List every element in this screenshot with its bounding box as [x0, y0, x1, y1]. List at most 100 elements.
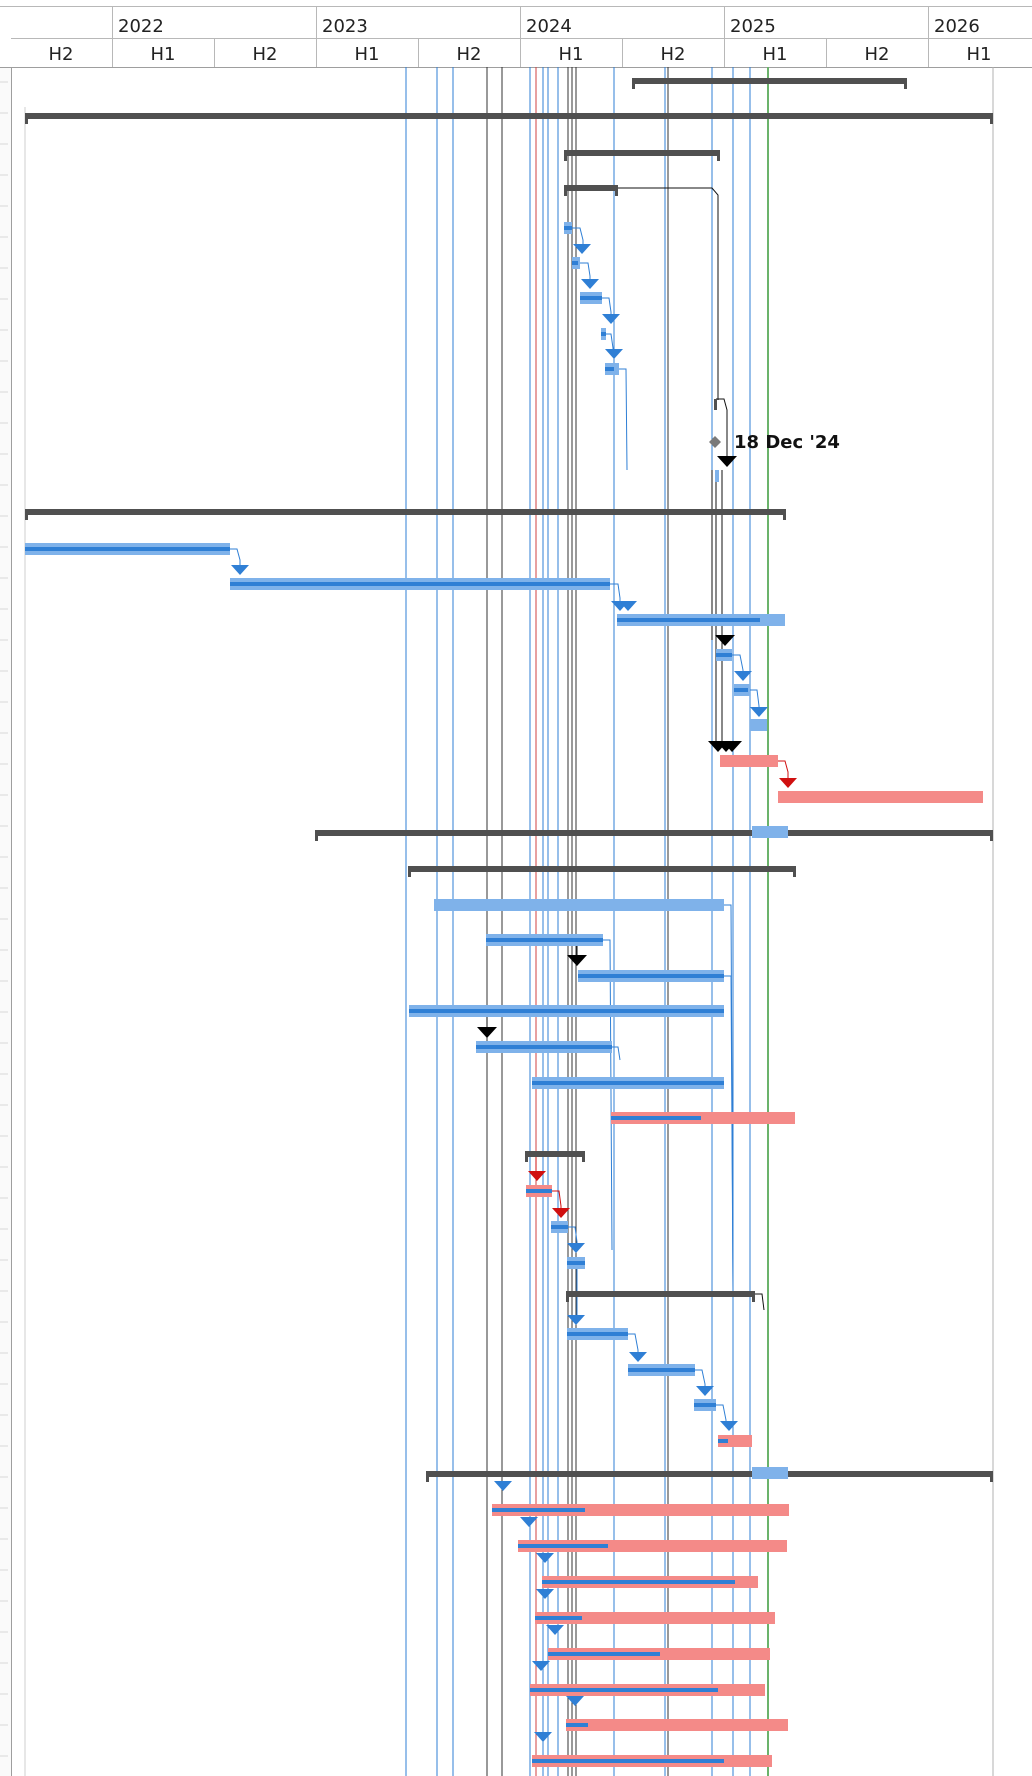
summary-bar[interactable] [408, 866, 796, 872]
task-progress-bar [518, 1544, 608, 1548]
task-progress-bar [628, 1368, 695, 1372]
triangle-arrow-icon [619, 601, 637, 611]
triangle-arrow-icon [528, 1171, 546, 1181]
critical-task-bar[interactable] [492, 1504, 789, 1516]
task-progress-bar [535, 1616, 582, 1620]
summary-bar-cap [714, 399, 717, 410]
task-progress-bar [476, 1045, 612, 1049]
summary-bar[interactable] [525, 1151, 585, 1157]
task-progress-bar [230, 582, 610, 586]
triangle-arrow-icon [552, 1208, 570, 1218]
summary-bar[interactable] [315, 830, 993, 836]
link-line [724, 975, 734, 1291]
link-line [612, 1046, 621, 1061]
task-bar[interactable] [434, 899, 724, 911]
summary-bar[interactable] [566, 1291, 755, 1297]
link-line [778, 760, 789, 781]
half-year-label: H2 [252, 44, 278, 65]
bar-labels: 18 Dec '24 [709, 432, 840, 453]
task-progress-bar [486, 938, 603, 942]
triangle-arrow-icon [750, 707, 768, 717]
triangle-arrow-icon [602, 314, 620, 324]
half-year-label: H2 [456, 44, 482, 65]
link-line [619, 368, 628, 471]
critical-task-bar[interactable] [778, 791, 983, 803]
link-line [618, 187, 719, 400]
summary-progress-segment [752, 1467, 788, 1479]
task-progress-bar [572, 261, 578, 265]
critical-task-bar[interactable] [718, 1435, 752, 1447]
triangle-arrow-icon [567, 1243, 585, 1253]
gantt-chart-area[interactable]: 18 Dec '24 [0, 67, 1032, 1776]
task-progress-bar [548, 1652, 660, 1656]
year-label: 2023 [322, 16, 368, 37]
task-progress-bar [601, 332, 606, 336]
task-progress-bar [694, 1403, 716, 1407]
triangle-arrow-icon [605, 349, 623, 359]
task-progress-bar [605, 367, 614, 371]
half-year-label: H2 [864, 44, 890, 65]
triangle-arrow-icon [715, 635, 735, 646]
task-progress-bar [492, 1508, 585, 1512]
year-label: 2024 [526, 16, 572, 37]
half-year-label: H2 [48, 44, 74, 65]
half-year-label: H1 [558, 44, 584, 65]
summary-bar-cap [990, 113, 993, 124]
summary-bar-cap [582, 1151, 585, 1162]
triangle-arrow-icon [717, 456, 737, 467]
critical-task-bar[interactable] [611, 1112, 795, 1124]
summary-bar[interactable] [632, 78, 907, 84]
summary-bar[interactable] [25, 113, 993, 119]
triangle-arrow-icon [720, 1421, 738, 1431]
task-progress-bar [564, 226, 572, 230]
triangle-arrow-icon [567, 1315, 585, 1325]
triangle-arrow-icon [779, 778, 797, 788]
task-progress-bar [734, 688, 748, 692]
year-divider [112, 6, 113, 67]
milestone-date-label: 18 Dec '24 [734, 432, 840, 453]
critical-task-bar[interactable] [566, 1719, 788, 1731]
summary-bar[interactable] [564, 185, 618, 191]
summary-bar[interactable] [25, 509, 786, 515]
year-label: 2025 [730, 16, 776, 37]
summary-bar-cap [615, 185, 618, 196]
task-bars[interactable] [25, 78, 993, 1767]
task-progress-bar [532, 1759, 724, 1763]
task-progress-bar [716, 653, 732, 657]
triangle-arrow-icon [696, 1386, 714, 1396]
task-bar[interactable] [715, 470, 719, 482]
summary-bar-cap [752, 1291, 755, 1302]
summary-bar-cap [793, 866, 796, 877]
summary-bar[interactable] [426, 1471, 993, 1477]
task-progress-bar [567, 1261, 585, 1265]
critical-task-bar[interactable] [720, 755, 778, 767]
link-line [230, 548, 241, 568]
task-progress-bar [578, 974, 724, 978]
task-bar[interactable] [750, 719, 767, 731]
triangle-arrow-icon [231, 565, 249, 575]
task-progress-bar [551, 1225, 568, 1229]
summary-bar-cap [564, 185, 567, 196]
task-progress-bar [567, 1332, 628, 1336]
task-progress-bar [25, 547, 230, 551]
link-line [716, 398, 728, 460]
triangle-arrow-icon [734, 671, 752, 681]
triangle-arrow-icon [536, 1589, 554, 1599]
summary-bar-cap [315, 830, 318, 841]
critical-task-bar[interactable] [535, 1612, 775, 1624]
year-label: 2022 [118, 16, 164, 37]
summary-progress-segment [752, 826, 788, 838]
half-year-label: H1 [966, 44, 992, 65]
triangle-arrow-icon [532, 1661, 550, 1671]
summary-bar[interactable] [564, 150, 720, 156]
half-year-label: H1 [354, 44, 380, 65]
diamond-milestone-icon[interactable] [709, 436, 721, 448]
task-progress-bar [532, 1081, 724, 1085]
summary-bar-cap [25, 113, 28, 124]
dependency-links [230, 187, 789, 1426]
year-divider [724, 6, 725, 67]
summary-bar-cap [408, 866, 411, 877]
triangle-arrow-icon [536, 1553, 554, 1563]
summary-bar-cap [990, 830, 993, 841]
critical-task-bar[interactable] [518, 1540, 787, 1552]
